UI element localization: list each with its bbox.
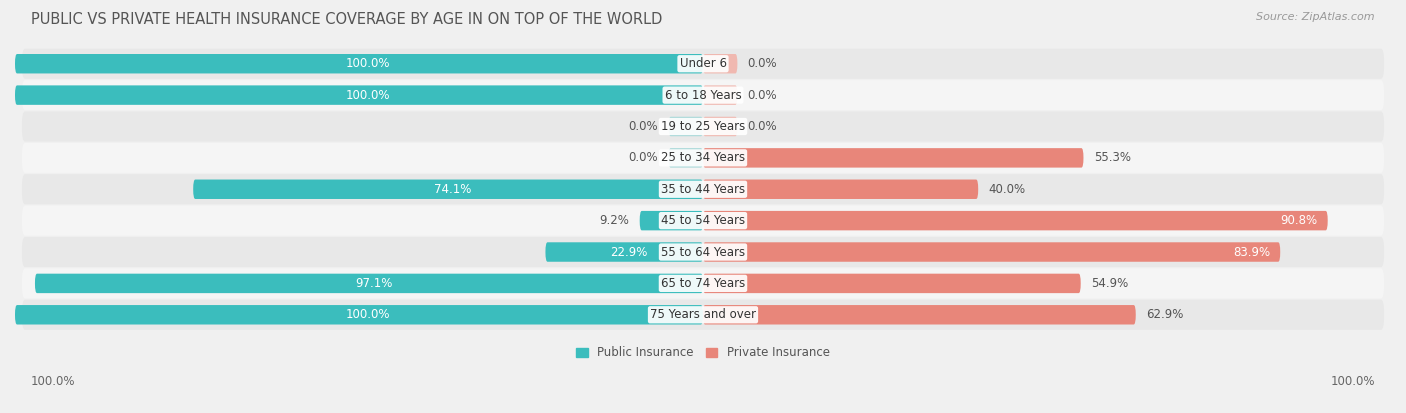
Text: 45 to 54 Years: 45 to 54 Years (661, 214, 745, 227)
FancyBboxPatch shape (22, 112, 1384, 142)
FancyBboxPatch shape (22, 49, 1384, 79)
Text: Under 6: Under 6 (679, 57, 727, 70)
Legend: Public Insurance, Private Insurance: Public Insurance, Private Insurance (571, 342, 835, 364)
FancyBboxPatch shape (15, 305, 703, 325)
FancyBboxPatch shape (669, 117, 703, 136)
Text: 6 to 18 Years: 6 to 18 Years (665, 89, 741, 102)
Text: 100.0%: 100.0% (346, 57, 389, 70)
FancyBboxPatch shape (703, 180, 979, 199)
Text: 0.0%: 0.0% (628, 152, 658, 164)
Text: 40.0%: 40.0% (988, 183, 1025, 196)
FancyBboxPatch shape (15, 54, 703, 74)
FancyBboxPatch shape (546, 242, 703, 262)
Text: 25 to 34 Years: 25 to 34 Years (661, 152, 745, 164)
Text: 22.9%: 22.9% (610, 245, 648, 259)
Text: 100.0%: 100.0% (346, 308, 389, 321)
Text: 35 to 44 Years: 35 to 44 Years (661, 183, 745, 196)
Text: Source: ZipAtlas.com: Source: ZipAtlas.com (1257, 12, 1375, 22)
FancyBboxPatch shape (703, 54, 737, 74)
Text: 0.0%: 0.0% (748, 89, 778, 102)
FancyBboxPatch shape (22, 80, 1384, 110)
FancyBboxPatch shape (22, 143, 1384, 173)
FancyBboxPatch shape (22, 206, 1384, 236)
FancyBboxPatch shape (703, 305, 1136, 325)
Text: 62.9%: 62.9% (1146, 308, 1184, 321)
Text: 55.3%: 55.3% (1094, 152, 1130, 164)
FancyBboxPatch shape (22, 268, 1384, 299)
Text: 75 Years and over: 75 Years and over (650, 308, 756, 321)
FancyBboxPatch shape (22, 300, 1384, 330)
Text: 0.0%: 0.0% (628, 120, 658, 133)
FancyBboxPatch shape (35, 274, 703, 293)
FancyBboxPatch shape (703, 211, 1327, 230)
FancyBboxPatch shape (193, 180, 703, 199)
Text: 97.1%: 97.1% (356, 277, 392, 290)
Text: 0.0%: 0.0% (748, 57, 778, 70)
FancyBboxPatch shape (703, 117, 737, 136)
Text: 90.8%: 90.8% (1281, 214, 1317, 227)
Text: 65 to 74 Years: 65 to 74 Years (661, 277, 745, 290)
Text: PUBLIC VS PRIVATE HEALTH INSURANCE COVERAGE BY AGE IN ON TOP OF THE WORLD: PUBLIC VS PRIVATE HEALTH INSURANCE COVER… (31, 12, 662, 27)
FancyBboxPatch shape (22, 237, 1384, 267)
FancyBboxPatch shape (640, 211, 703, 230)
FancyBboxPatch shape (703, 85, 737, 105)
Text: 19 to 25 Years: 19 to 25 Years (661, 120, 745, 133)
Text: 100.0%: 100.0% (346, 89, 389, 102)
Text: 9.2%: 9.2% (599, 214, 630, 227)
FancyBboxPatch shape (669, 148, 703, 168)
FancyBboxPatch shape (15, 85, 703, 105)
Text: 83.9%: 83.9% (1233, 245, 1270, 259)
Text: 55 to 64 Years: 55 to 64 Years (661, 245, 745, 259)
Text: 100.0%: 100.0% (1330, 375, 1375, 388)
Text: 100.0%: 100.0% (31, 375, 76, 388)
Text: 0.0%: 0.0% (748, 120, 778, 133)
FancyBboxPatch shape (703, 274, 1081, 293)
FancyBboxPatch shape (22, 174, 1384, 204)
Text: 54.9%: 54.9% (1091, 277, 1128, 290)
Text: 74.1%: 74.1% (434, 183, 471, 196)
FancyBboxPatch shape (703, 242, 1281, 262)
FancyBboxPatch shape (703, 148, 1084, 168)
